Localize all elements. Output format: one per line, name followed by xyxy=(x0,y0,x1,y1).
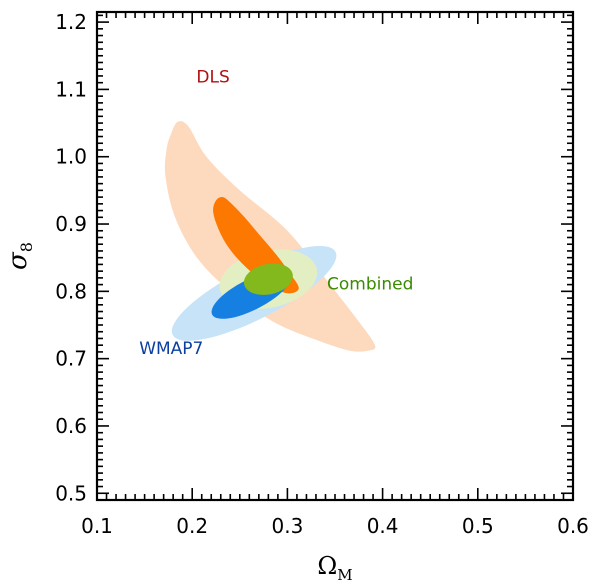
y-tick-label: 0.7 xyxy=(55,347,87,371)
tick-labels: 0.1 0.2 0.3 0.4 0.5 0.6 0.5 0.6 0.7 0.8 0.9 1.0 1.1 1… xyxy=(55,10,589,538)
x-axis-symbol: Ω xyxy=(317,552,337,580)
y-axis-symbol: σ xyxy=(3,251,33,270)
y-tick-label: 1.2 xyxy=(55,10,87,34)
dls-outer-region xyxy=(164,121,376,352)
confidence-regions xyxy=(164,121,376,352)
x-tick-label: 0.4 xyxy=(367,514,399,538)
x-axis-title: ΩM xyxy=(317,552,352,580)
y-axis-title: σ8 xyxy=(3,242,36,270)
series-label-dls: DLS xyxy=(196,68,229,88)
series-label-wmap7: WMAP7 xyxy=(139,339,203,359)
x-tick-label: 0.1 xyxy=(81,514,113,538)
plot-frame xyxy=(95,10,575,502)
series-label-combined: Combined xyxy=(327,274,413,294)
y-tick-label: 0.6 xyxy=(55,414,87,438)
x-axis-subscript: M xyxy=(337,566,352,580)
y-tick-label: 1.0 xyxy=(55,145,87,169)
x-tick-label: 0.6 xyxy=(557,514,589,538)
y-axis-subscript: 8 xyxy=(17,242,36,252)
y-tick-label: 0.5 xyxy=(55,481,87,505)
x-tick-label: 0.5 xyxy=(462,514,494,538)
y-tick-label: 1.1 xyxy=(55,77,87,101)
x-tick-label: 0.3 xyxy=(271,514,303,538)
y-tick-label: 0.9 xyxy=(55,212,87,236)
combined-inner-region xyxy=(243,263,293,295)
series-labels: DLS WMAP7 Combined xyxy=(139,68,413,359)
x-tick-label: 0.2 xyxy=(176,514,208,538)
y-tick-label: 0.8 xyxy=(55,279,87,303)
